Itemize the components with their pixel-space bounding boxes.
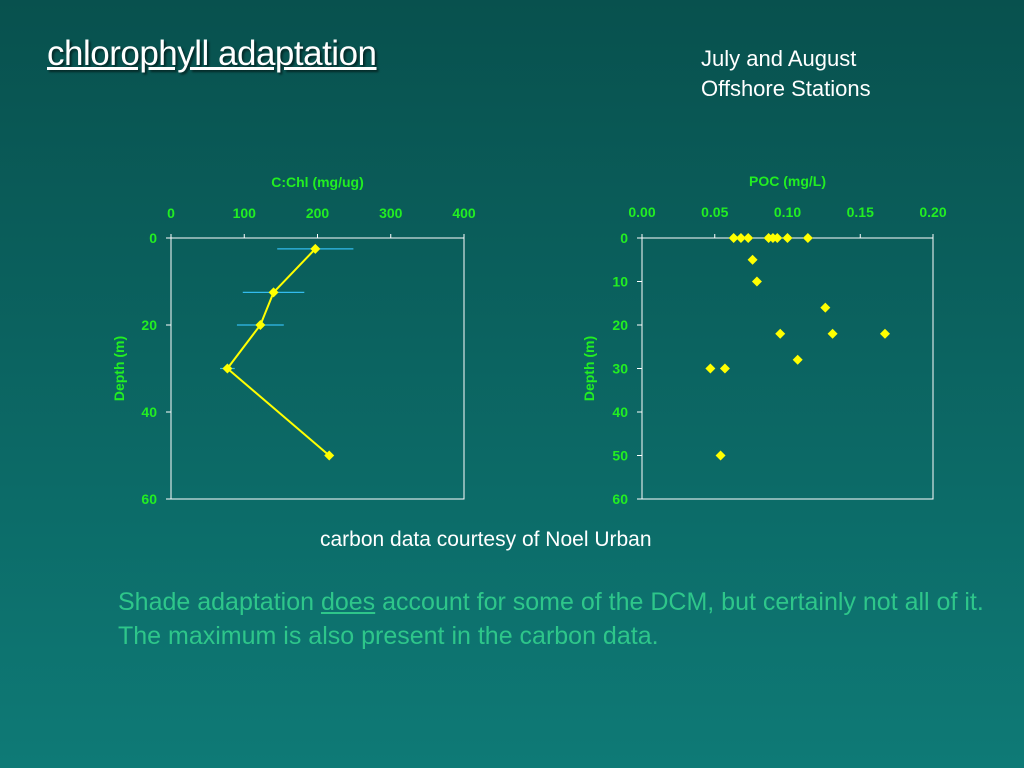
conclusion-emphasis: does	[320, 588, 376, 616]
y-tick-label: 10	[612, 274, 628, 290]
data-point	[268, 287, 279, 298]
data-point	[310, 243, 321, 254]
y-tick-label: 20	[141, 317, 157, 333]
data-point	[222, 363, 233, 374]
y-tick-label: 40	[141, 404, 157, 420]
y-tick-label: 60	[612, 491, 628, 507]
conclusion-part-2: account for some of the DCM, but certain…	[118, 588, 984, 650]
conclusion-part-1: Shade adaptation	[118, 588, 321, 616]
data-point	[255, 320, 266, 330]
x-tick-label: 0	[167, 205, 175, 221]
data-point	[820, 302, 831, 313]
data-point	[772, 233, 783, 243]
y-tick-label: 30	[612, 361, 628, 377]
y-tick-label: 0	[149, 230, 157, 246]
conclusion-text: Shade adaptation does account for some o…	[118, 585, 998, 653]
x-tick-label: 0.10	[774, 204, 801, 220]
y-tick-label: 60	[141, 491, 157, 507]
x-tick-label: 400	[452, 205, 476, 221]
data-credit: carbon data courtesy of Noel Urban	[320, 528, 652, 551]
data-point	[324, 450, 335, 461]
data-point	[705, 363, 716, 374]
data-point	[751, 276, 762, 287]
y-axis-label: Depth (m)	[111, 336, 127, 401]
x-tick-label: 0.20	[919, 204, 946, 220]
data-point	[792, 354, 803, 365]
y-axis-label: Depth (m)	[581, 336, 597, 401]
data-point	[719, 363, 730, 374]
subtitle-line-2: Offshore Stations	[701, 76, 871, 101]
data-point	[715, 450, 726, 461]
slide-subtitle: July and August Offshore Stations	[701, 44, 871, 104]
data-point	[735, 233, 746, 243]
data-point	[827, 328, 838, 339]
y-tick-label: 50	[612, 448, 628, 464]
x-tick-label: 300	[379, 205, 403, 221]
data-point	[802, 233, 813, 243]
x-tick-label: 0.05	[701, 204, 728, 220]
data-point	[879, 328, 890, 339]
slide-title: chlorophyll adaptation	[47, 34, 377, 73]
x-axis-label: POC (mg/L)	[749, 173, 826, 189]
x-tick-label: 100	[233, 205, 257, 221]
x-axis-label: C:Chl (mg/ug)	[271, 174, 364, 190]
data-point	[743, 233, 754, 243]
x-tick-label: 0.15	[847, 204, 874, 220]
y-tick-label: 40	[612, 404, 628, 420]
x-tick-label: 0.00	[628, 204, 655, 220]
data-point	[782, 233, 793, 243]
subtitle-line-1: July and August	[701, 46, 857, 71]
plot-frame	[641, 237, 934, 500]
y-tick-label: 20	[612, 317, 628, 333]
data-point	[747, 254, 758, 265]
y-tick-label: 0	[620, 230, 628, 246]
data-point	[728, 233, 739, 243]
x-tick-label: 200	[306, 205, 330, 221]
data-point	[775, 328, 786, 339]
